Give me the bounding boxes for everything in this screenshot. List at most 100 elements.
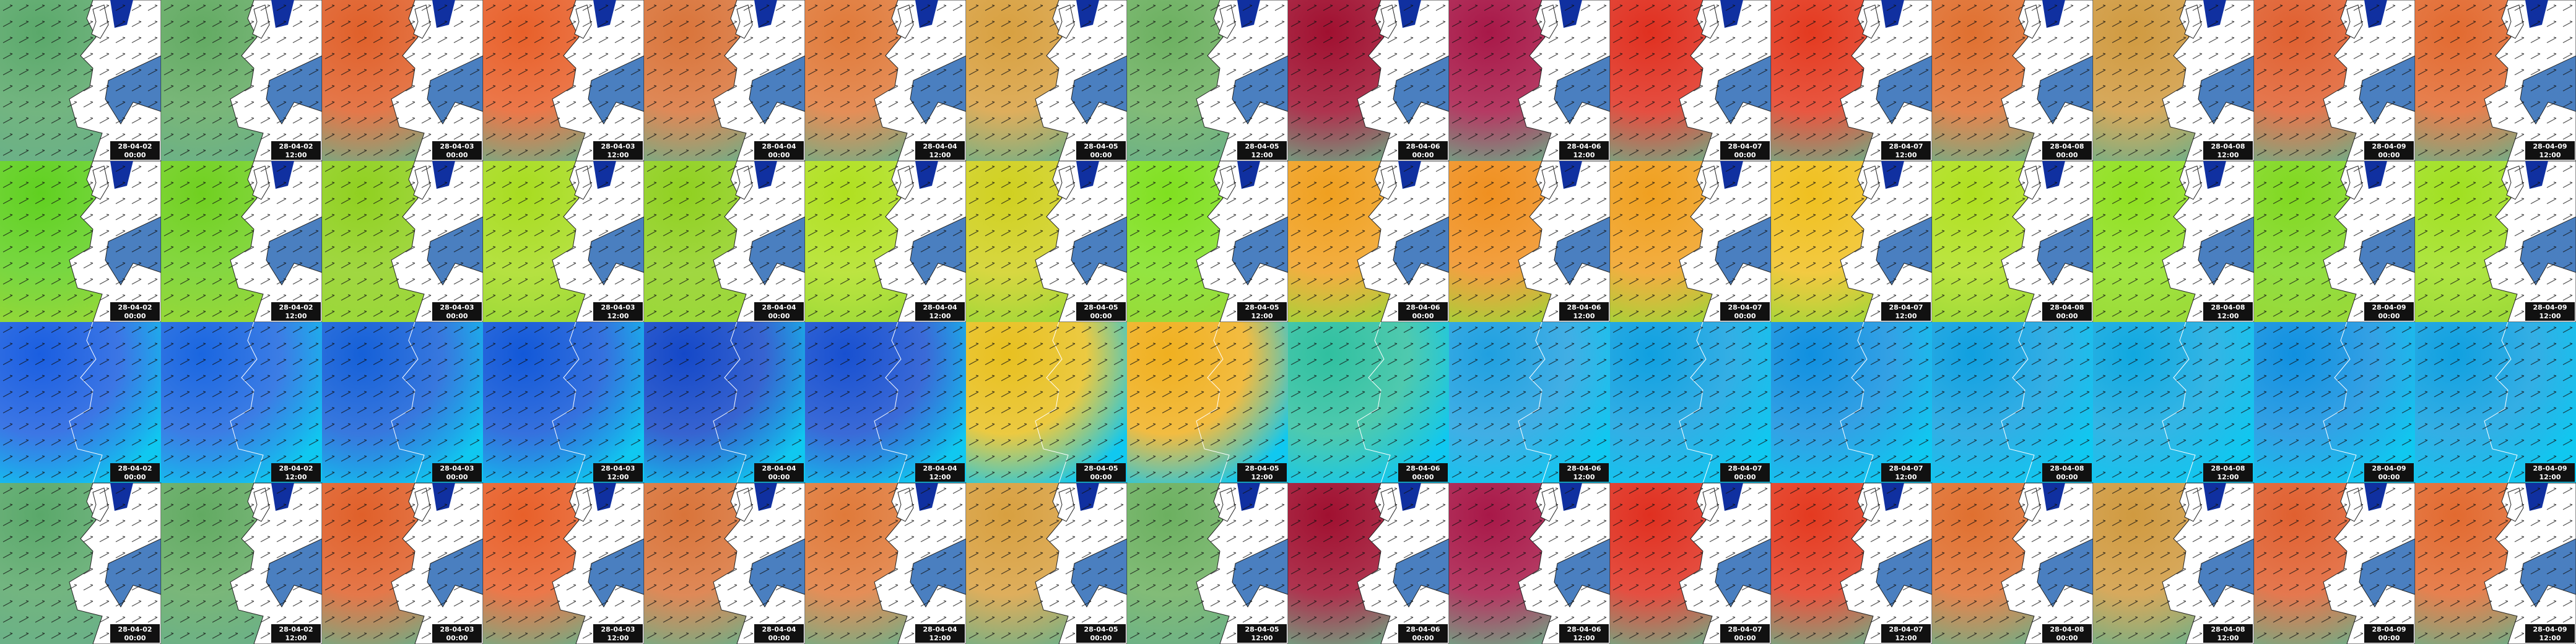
time-label: 00:00 [2378, 151, 2400, 159]
timestamp-box [271, 463, 321, 482]
date-label: 28-04-09 [2533, 625, 2567, 633]
date-label: 28-04-06 [1567, 464, 1601, 472]
timestamp-box [915, 463, 965, 482]
timestamp-box [2525, 624, 2575, 643]
timestamp-box [2203, 463, 2253, 482]
date-label: 28-04-04 [923, 142, 957, 150]
date-label: 28-04-08 [2050, 625, 2084, 633]
wind-arrows [1449, 483, 1610, 644]
timestamp-box [593, 463, 643, 482]
timestamp-box [1398, 463, 1448, 482]
wind-arrows [2093, 161, 2254, 322]
wind-arrows [2093, 483, 2254, 644]
wind-arrows [966, 322, 1127, 483]
wind-arrows [161, 0, 322, 161]
timestamp-box [1881, 302, 1931, 321]
timestamp-box [1559, 302, 1609, 321]
wind-arrows [1127, 483, 1288, 644]
time-label: 00:00 [1090, 312, 1112, 320]
timestamp-box [271, 624, 321, 643]
time-label: 12:00 [1895, 312, 1917, 320]
time-label: 12:00 [1573, 634, 1595, 642]
wind-arrows [322, 483, 483, 644]
date-label: 28-04-02 [118, 142, 152, 150]
timestamp-box [1720, 463, 1770, 482]
wind-arrows [1610, 483, 1771, 644]
wind-arrows [483, 161, 644, 322]
timestamp-box [1881, 463, 1931, 482]
date-label: 28-04-06 [1567, 625, 1601, 633]
wind-arrows [2093, 0, 2254, 161]
wind-arrows [644, 0, 805, 161]
time-label: 00:00 [768, 473, 790, 481]
time-label: 12:00 [929, 473, 951, 481]
timestamp-box [2203, 624, 2253, 643]
time-label: 00:00 [124, 634, 146, 642]
timestamp-box [2525, 463, 2575, 482]
date-label: 28-04-02 [279, 303, 313, 311]
wind-arrows [0, 483, 161, 644]
date-label: 28-04-04 [762, 464, 796, 472]
wind-arrows [1771, 483, 1932, 644]
wind-arrows [483, 322, 644, 483]
time-label: 12:00 [1251, 634, 1273, 642]
date-label: 28-04-04 [762, 625, 796, 633]
timestamp-box [110, 302, 160, 321]
timestamp-box [754, 463, 804, 482]
date-label: 28-04-06 [1567, 303, 1601, 311]
time-label: 00:00 [1734, 634, 1756, 642]
time-label: 12:00 [1251, 151, 1273, 159]
time-label: 12:00 [1251, 312, 1273, 320]
date-label: 28-04-03 [440, 303, 474, 311]
wind-arrows [966, 483, 1127, 644]
date-label: 28-04-07 [1889, 625, 1923, 633]
date-label: 28-04-09 [2372, 464, 2406, 472]
wind-arrows [1127, 161, 1288, 322]
timestamp-box [1398, 624, 1448, 643]
timestamp-box [1237, 141, 1287, 160]
wind-arrows [483, 483, 644, 644]
date-label: 28-04-08 [2050, 142, 2084, 150]
timestamp-box [593, 624, 643, 643]
wind-arrows [2415, 322, 2576, 483]
time-label: 12:00 [2539, 312, 2561, 320]
timestamp-box [1237, 302, 1287, 321]
wind-arrows [161, 161, 322, 322]
wind-arrows [1449, 161, 1610, 322]
timestamp-box [1398, 302, 1448, 321]
timestamp-box [1076, 302, 1126, 321]
time-label: 12:00 [1573, 473, 1595, 481]
date-label: 28-04-07 [1889, 464, 1923, 472]
time-label: 12:00 [607, 634, 629, 642]
date-label: 28-04-03 [601, 464, 635, 472]
timestamp-box [1237, 624, 1287, 643]
date-label: 28-04-02 [118, 625, 152, 633]
date-label: 28-04-08 [2211, 142, 2245, 150]
wind-arrows [2415, 161, 2576, 322]
wind-arrows [2254, 0, 2415, 161]
date-label: 28-04-09 [2372, 142, 2406, 150]
